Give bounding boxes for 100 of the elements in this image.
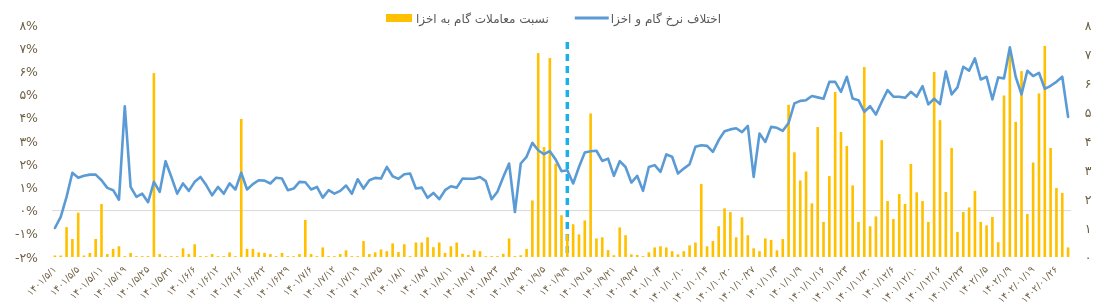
bar — [880, 140, 884, 257]
bar — [892, 219, 895, 257]
bar — [694, 242, 697, 257]
bar — [944, 192, 948, 257]
bar — [688, 245, 691, 257]
bar — [758, 251, 761, 257]
y2-tick-label: ۴ — [1084, 133, 1092, 149]
bar — [368, 254, 371, 257]
y-tick-label: ۴% — [19, 110, 39, 126]
bar — [1060, 192, 1064, 257]
bar — [828, 176, 831, 257]
y-tick-label: -۱% — [14, 226, 39, 242]
bar — [822, 221, 825, 257]
bar — [560, 215, 563, 257]
bar — [600, 237, 604, 257]
y-tick-label: ۰% — [19, 203, 39, 219]
bar — [956, 232, 959, 257]
bar — [595, 238, 598, 257]
bar — [432, 247, 435, 257]
bar — [338, 254, 342, 257]
bar — [437, 242, 441, 257]
bar — [228, 252, 231, 257]
y-tick-label: ۲% — [19, 156, 39, 172]
bar — [886, 201, 889, 257]
bar — [763, 238, 767, 257]
bar — [927, 221, 930, 257]
bar — [501, 253, 505, 257]
bar — [979, 221, 983, 257]
y-tick-label: ۸% — [19, 17, 39, 33]
bar — [781, 239, 785, 257]
bar — [635, 254, 639, 257]
bar — [397, 252, 400, 257]
bar — [862, 67, 866, 257]
y-tick-label: ۱% — [19, 179, 39, 195]
bar — [1049, 147, 1052, 257]
bar — [752, 248, 755, 257]
legend-label: اختلاف نرخ گام و اخزا — [610, 11, 721, 27]
bar — [1055, 187, 1058, 257]
bar — [717, 226, 721, 257]
bar — [1014, 121, 1017, 257]
y2-tick-label: ۰ — [1084, 249, 1092, 265]
bar — [467, 254, 470, 257]
bar — [1020, 71, 1023, 257]
bar — [239, 118, 243, 257]
bar — [921, 201, 924, 257]
bar — [630, 254, 633, 257]
bar — [554, 163, 557, 257]
bar — [158, 254, 162, 257]
bar — [65, 227, 68, 257]
bar — [106, 254, 109, 257]
bar — [321, 247, 325, 257]
y2-tick-label: ۵ — [1084, 104, 1092, 120]
bar — [402, 244, 406, 257]
bar — [618, 227, 622, 257]
y2-tick-label: ۸ — [1084, 17, 1092, 33]
bar — [699, 183, 703, 257]
bar — [76, 212, 80, 257]
bar — [798, 180, 802, 257]
bar — [897, 194, 901, 257]
bar — [566, 234, 569, 257]
bar — [71, 239, 74, 257]
y2-tick-label: ۳ — [1084, 162, 1092, 178]
bar — [985, 225, 988, 257]
y2-tick-label: ۲ — [1084, 191, 1092, 207]
bar — [94, 239, 97, 257]
bar — [426, 237, 429, 257]
bar — [851, 185, 854, 257]
legend-label: نسبت معاملات گام به اخزا — [416, 11, 549, 27]
bar — [665, 247, 668, 257]
bar — [1026, 214, 1029, 257]
y-tick-label: ۶% — [19, 63, 39, 79]
bar — [816, 127, 820, 257]
bar — [857, 221, 860, 257]
bar — [729, 212, 732, 257]
bar — [269, 254, 272, 257]
bar — [659, 246, 662, 257]
bar — [915, 192, 918, 257]
bar — [193, 244, 196, 257]
bar — [531, 200, 534, 257]
bar — [420, 242, 424, 257]
y2-tick-label: ۱ — [1084, 220, 1092, 236]
bar — [653, 247, 656, 257]
bar — [624, 235, 627, 257]
bar — [263, 252, 266, 257]
bar — [100, 203, 103, 257]
y-tick-label: ۳% — [19, 133, 39, 149]
bar — [257, 252, 261, 257]
bar — [996, 242, 1000, 257]
bar — [787, 104, 790, 257]
bar — [793, 152, 796, 257]
bar — [589, 113, 592, 257]
y-tick-label: ۷% — [19, 40, 39, 56]
bar — [950, 147, 953, 257]
bar — [129, 252, 132, 257]
bar — [723, 208, 726, 257]
bar — [682, 251, 686, 257]
bar — [362, 241, 365, 257]
bar — [583, 220, 587, 257]
y-tick-label: ۵% — [19, 87, 39, 103]
bar — [525, 248, 528, 257]
